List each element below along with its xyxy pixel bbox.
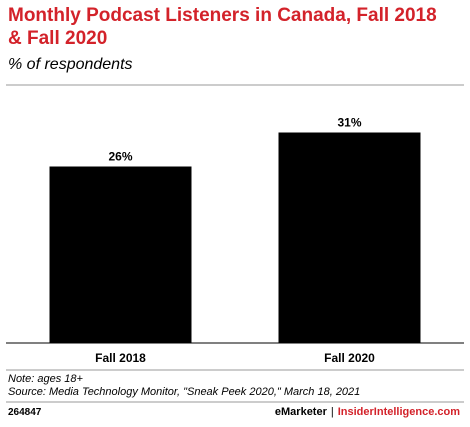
chart-source: Source: Media Technology Monitor, "Sneak… <box>8 386 361 398</box>
emarketer-brand[interactable]: eMarketer <box>274 406 327 418</box>
insider-intelligence-link[interactable]: InsiderIntelligence.com <box>337 406 460 418</box>
bar-fall-2018 <box>49 166 192 343</box>
bars-layer: 26% Fall 2018 31% Fall 2020 <box>49 116 421 365</box>
brand-separator: | <box>330 406 334 418</box>
footer-branding: eMarketer | InsiderIntelligence.com <box>275 406 460 418</box>
chart-title: Monthly Podcast Listeners in Canada, Fal… <box>8 5 437 49</box>
chart-subtitle: % of respondents <box>8 56 133 73</box>
data-label-fall-2020: 31% <box>337 116 361 130</box>
x-tick-label-fall-2018: Fall 2018 <box>95 351 146 365</box>
chart-note: Note: ages 18+ <box>8 373 83 385</box>
x-tick-label-fall-2020: Fall 2020 <box>324 351 375 365</box>
chart-id: 264847 <box>8 407 42 418</box>
bar-fall-2020 <box>278 132 421 343</box>
data-label-fall-2018: 26% <box>108 150 132 164</box>
